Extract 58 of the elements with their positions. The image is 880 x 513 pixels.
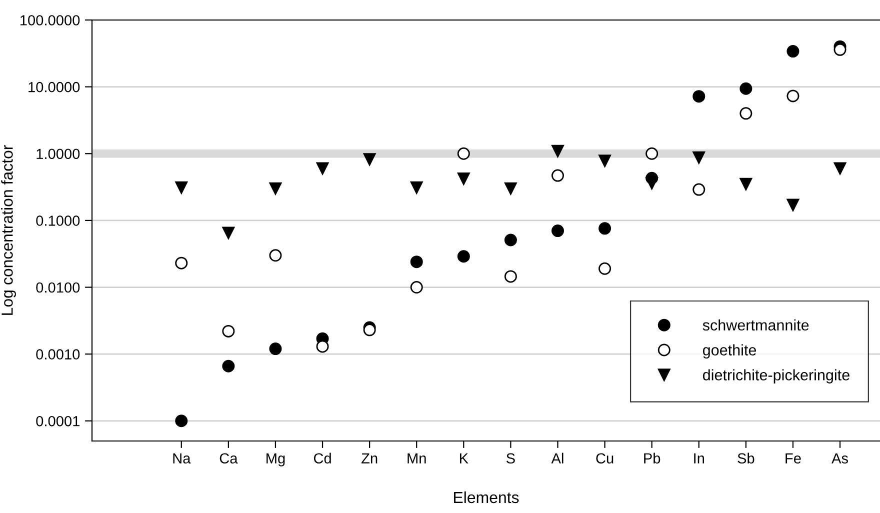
point (504, 182, 517, 195)
point (692, 151, 706, 164)
point (363, 324, 376, 336)
legend-label: dietrichite-pickeringite (702, 369, 850, 384)
x-tick-label: Cd (314, 452, 331, 464)
y-tick-label: 1.0000 (36, 148, 80, 160)
x-tick-label: Mg (266, 453, 285, 466)
point (551, 224, 564, 238)
y-tick-label: 100.0000 (20, 15, 80, 26)
x-tick-label: Mn (408, 453, 426, 464)
x-tick-label: Al (551, 452, 564, 464)
point (598, 222, 612, 235)
point (740, 178, 752, 190)
y-tick-label: 10.0000 (28, 82, 80, 92)
point (834, 162, 846, 175)
point (363, 153, 376, 166)
point (222, 226, 235, 240)
point (269, 342, 282, 356)
y-axis-title: Log concentration factor (1, 145, 16, 315)
x-axis-title: Elements (454, 491, 519, 504)
x-tick-label: Sb (738, 452, 754, 464)
point (598, 154, 612, 168)
y-tick-label: 0.1000 (36, 216, 80, 226)
point (175, 181, 188, 194)
x-tick-label: Pb (644, 452, 660, 464)
x-tick-label: As (832, 453, 848, 464)
point (457, 147, 470, 160)
point (457, 172, 470, 186)
x-tick-label: Ca (220, 453, 238, 464)
x-tick-label: K (460, 453, 468, 464)
point (551, 144, 564, 158)
point (834, 43, 846, 56)
y-tick-label: 0.0100 (36, 282, 80, 293)
point (410, 256, 423, 268)
point (316, 162, 329, 175)
point (786, 45, 800, 58)
x-tick-label: In (694, 453, 704, 464)
point (269, 182, 282, 195)
point (457, 250, 470, 263)
point (410, 281, 423, 294)
point (410, 181, 423, 194)
y-tick-label: 0.0001 (36, 416, 80, 426)
point (222, 360, 235, 372)
legend-label: schwertmannite (702, 319, 809, 331)
point (786, 198, 800, 212)
legend-label: goethite (702, 344, 756, 359)
x-tick-label: Na (173, 453, 191, 464)
x-tick-label: Zn (362, 453, 378, 464)
point (646, 177, 658, 190)
x-tick-label: Fe (786, 453, 801, 464)
point (692, 90, 706, 103)
point (175, 414, 188, 428)
y-tick-label: 0.0010 (36, 349, 80, 360)
point (646, 147, 658, 160)
x-tick-label: S (506, 453, 515, 464)
point (504, 234, 517, 246)
x-tick-label: Cu (596, 453, 614, 464)
point (740, 82, 752, 95)
